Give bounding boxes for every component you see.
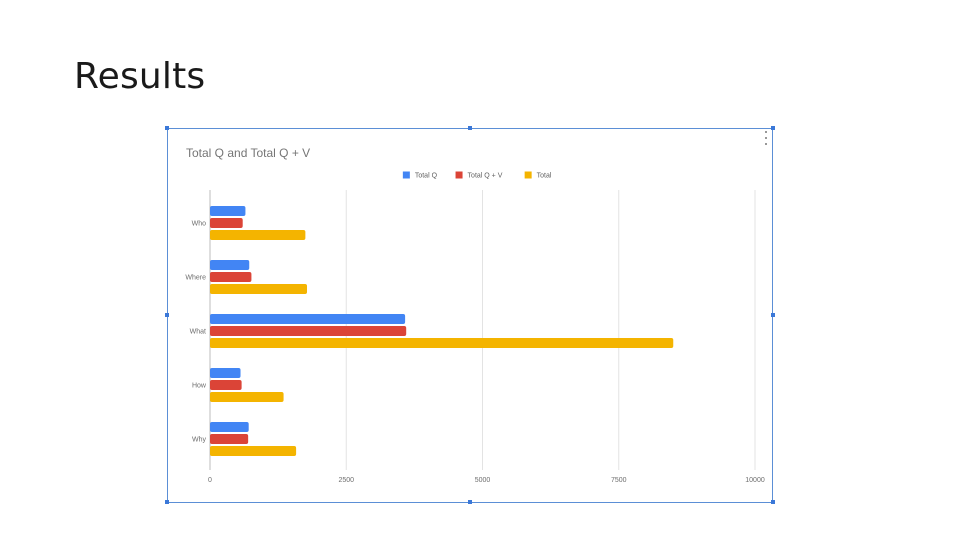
resize-handle-middle-left[interactable] bbox=[165, 313, 169, 317]
legend-swatch-total-q bbox=[402, 171, 410, 179]
bar-who-total bbox=[210, 230, 306, 240]
chart-title: Total Q and Total Q + V bbox=[186, 146, 310, 160]
category-label-how: How bbox=[192, 383, 207, 390]
chart-menu-icon[interactable] bbox=[762, 131, 770, 145]
legend-label: Total bbox=[537, 173, 552, 180]
bar-who-total-q bbox=[210, 206, 246, 216]
bar-what-total bbox=[210, 338, 674, 348]
resize-handle-bottom-center[interactable] bbox=[468, 500, 472, 504]
category-label-where: Where bbox=[185, 275, 206, 282]
bar-where-total-q-v bbox=[210, 272, 252, 282]
legend-swatch-total-q-v bbox=[455, 171, 463, 179]
category-labels: Who Where What How Why bbox=[185, 221, 207, 444]
slide-title: Results bbox=[74, 56, 206, 97]
bar-why-total bbox=[210, 446, 297, 456]
x-tick-label: 10000 bbox=[745, 477, 765, 484]
resize-handle-top-left[interactable] bbox=[165, 126, 169, 130]
resize-handle-middle-right[interactable] bbox=[771, 313, 775, 317]
bar-where-total-q bbox=[210, 260, 250, 270]
chart-legend: Total Q Total Q + V Total bbox=[402, 171, 552, 180]
bar-why-total-q bbox=[210, 422, 249, 432]
resize-handle-bottom-right[interactable] bbox=[771, 500, 775, 504]
x-axis-tick-labels: 0 2500 5000 7500 10000 bbox=[208, 477, 765, 484]
category-label-what: What bbox=[190, 329, 206, 336]
bar-what-total-q bbox=[210, 314, 406, 324]
category-label-why: Why bbox=[192, 437, 207, 444]
legend-label: Total Q bbox=[415, 173, 438, 180]
resize-handle-top-center[interactable] bbox=[468, 126, 472, 130]
bar-who-total-q-v bbox=[210, 218, 243, 228]
bar-where-total bbox=[210, 284, 308, 294]
resize-handle-bottom-left[interactable] bbox=[165, 500, 169, 504]
legend-label: Total Q + V bbox=[468, 173, 503, 180]
x-tick-label: 5000 bbox=[475, 477, 491, 484]
x-tick-label: 0 bbox=[208, 477, 212, 484]
bar-how-total bbox=[210, 392, 284, 402]
x-tick-label: 2500 bbox=[338, 477, 354, 484]
x-tick-label: 7500 bbox=[611, 477, 627, 484]
bar-what-total-q-v bbox=[210, 326, 407, 336]
resize-handle-top-right[interactable] bbox=[771, 126, 775, 130]
bar-how-total-q bbox=[210, 368, 241, 378]
chart-bars bbox=[210, 206, 674, 456]
legend-swatch-total bbox=[524, 171, 532, 179]
bar-how-total-q-v bbox=[210, 380, 242, 390]
category-label-who: Who bbox=[192, 221, 207, 228]
bar-why-total-q-v bbox=[210, 434, 249, 444]
